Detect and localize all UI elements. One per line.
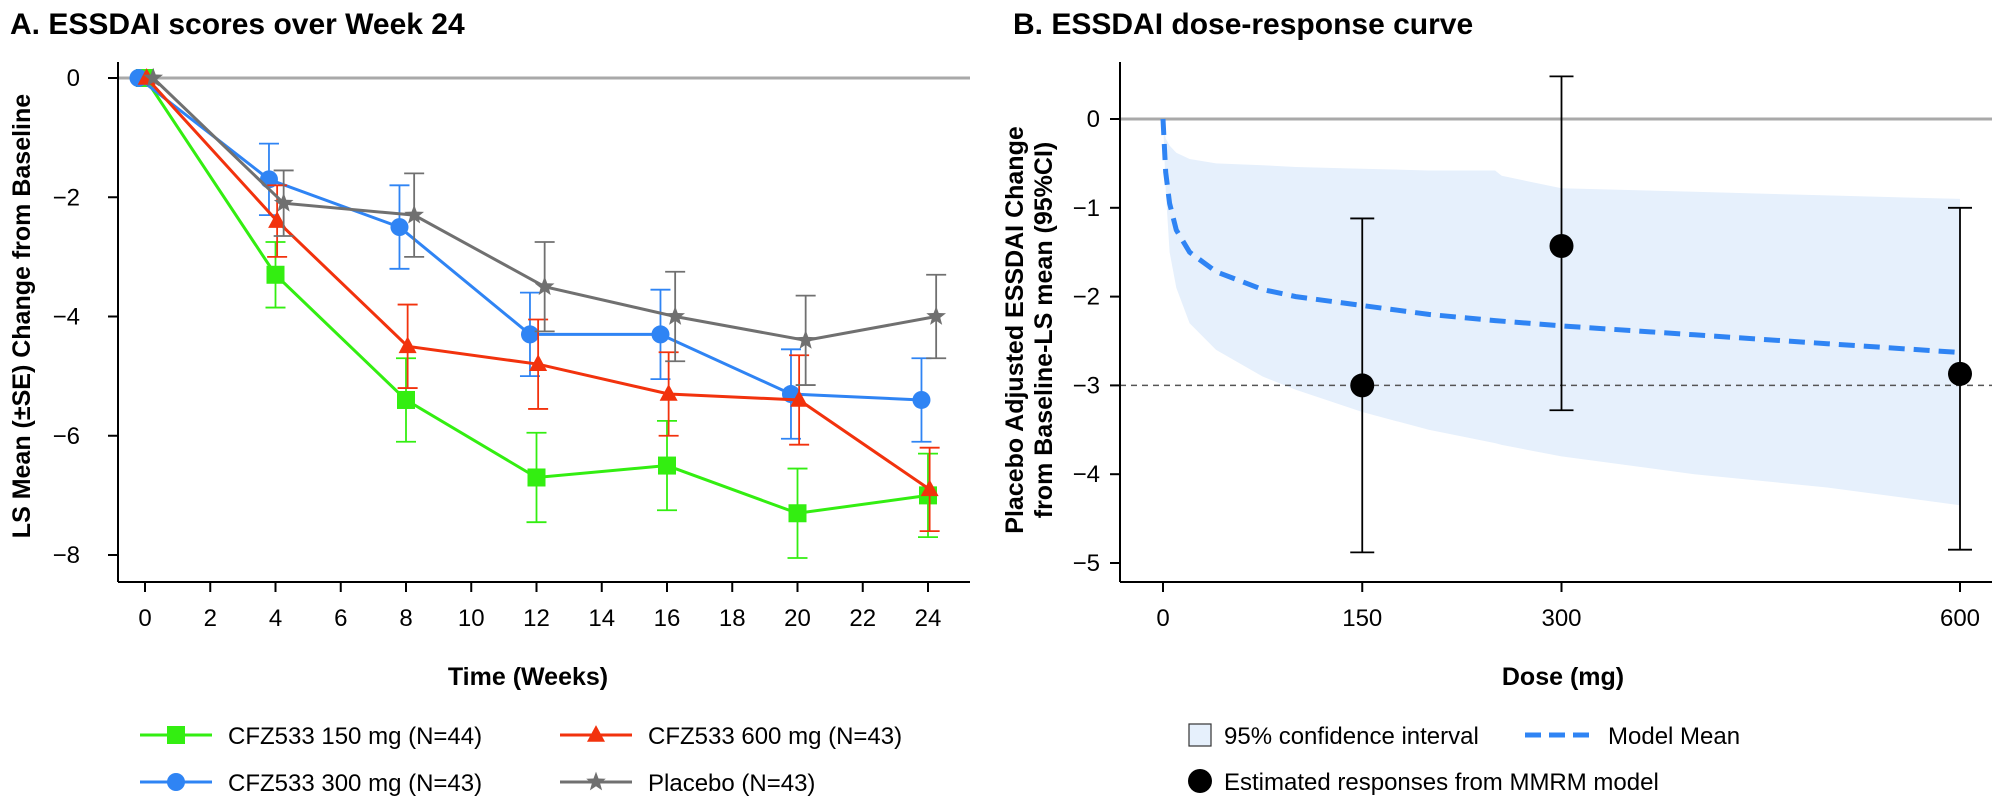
legend-marker-star bbox=[586, 771, 606, 791]
chart-b-x-tick-label: 600 bbox=[1940, 605, 1980, 632]
chart-b-y-tick-label: 0 bbox=[1087, 106, 1100, 133]
chart-a-title: A. ESSDAI scores over Week 24 bbox=[10, 8, 465, 41]
data-point-circle bbox=[520, 325, 539, 344]
chart-a-legend: CFZ533 150 mg (N=44) CFZ533 600 mg (N=43)… bbox=[140, 723, 902, 797]
legend-marker-square bbox=[167, 726, 185, 744]
legend-marker-triangle bbox=[587, 725, 605, 742]
data-point-square bbox=[788, 504, 807, 523]
chart-b-plot-area: 0 −1 −2 −3 −4 −5 0 150 300 600 bbox=[1073, 62, 1992, 632]
chart-a-y-tick-label: −2 bbox=[53, 184, 80, 211]
estimated-response-point bbox=[1948, 361, 1972, 386]
panel-a: A. ESSDAI scores over Week 24 0 −2 −4 −6 −8 0… bbox=[8, 8, 970, 797]
chart-a-x-tick-label: 14 bbox=[588, 605, 615, 632]
chart-b-y-axis-label-line2: from Baseline-LS mean (95%CI) bbox=[1030, 142, 1058, 519]
model-mean-curve bbox=[1160, 118, 1961, 355]
chart-a-y-axis-label: LS Mean (±SE) Change from Baseline bbox=[8, 94, 36, 538]
legend-label: Estimated responses from MMRM model bbox=[1224, 769, 1659, 796]
data-point-square bbox=[527, 468, 546, 487]
chart-a-x-tick-label: 16 bbox=[654, 605, 681, 632]
chart-a-x-tick-label: 22 bbox=[849, 605, 876, 632]
chart-a-y-tick-label: −4 bbox=[53, 304, 80, 331]
chart-b-y-axis-label-line1: Placebo Adjusted ESSDAI Change bbox=[1001, 126, 1029, 534]
chart-a-x-tick-label: 24 bbox=[915, 605, 942, 632]
panel-b: B. ESSDAI dose-response curve 0 −1 −2 −3 −4 −… bbox=[1001, 8, 1992, 796]
data-point-triangle bbox=[529, 354, 548, 371]
chart-b-y-tick-label: −1 bbox=[1073, 195, 1100, 222]
legend-label: CFZ533 600 mg (N=43) bbox=[648, 723, 902, 750]
data-point-circle bbox=[912, 390, 931, 409]
chart-a-y-tick-label: 0 bbox=[67, 65, 80, 92]
chart-a-y-tick-label: −8 bbox=[53, 542, 80, 569]
data-point-triangle bbox=[790, 390, 809, 407]
legend-label: Placebo (N=43) bbox=[648, 770, 815, 797]
data-point-circle bbox=[390, 218, 409, 237]
legend-label: Model Mean bbox=[1608, 723, 1740, 750]
chart-a-x-tick-label: 0 bbox=[138, 605, 151, 632]
chart-b-x-axis-label: Dose (mg) bbox=[1502, 663, 1624, 691]
data-point-square bbox=[397, 390, 415, 409]
chart-a-x-tick-label: 6 bbox=[334, 605, 347, 632]
data-point-star bbox=[273, 192, 294, 212]
legend-ci-swatch bbox=[1188, 723, 1212, 747]
legend-label: CFZ533 300 mg (N=43) bbox=[228, 770, 482, 797]
chart-b-title: B. ESSDAI dose-response curve bbox=[1013, 8, 1473, 41]
chart-b-y-tick-label: −2 bbox=[1073, 284, 1100, 311]
legend-label: CFZ533 150 mg (N=44) bbox=[228, 723, 482, 750]
legend-label: 95% confidence interval bbox=[1224, 723, 1479, 750]
chart-b-y-tick-label: −5 bbox=[1073, 550, 1100, 577]
data-point-star bbox=[795, 330, 816, 349]
chart-b-x-tick-label: 150 bbox=[1342, 605, 1382, 632]
chart-b-y-tick-label: −4 bbox=[1073, 461, 1100, 488]
chart-a-x-tick-label: 8 bbox=[399, 605, 412, 632]
data-point-triangle bbox=[920, 479, 939, 497]
chart-a-x-tick-label: 4 bbox=[269, 605, 282, 632]
data-point-triangle bbox=[659, 384, 678, 401]
data-point-square bbox=[658, 456, 676, 475]
estimated-response-point bbox=[1350, 373, 1375, 398]
data-point-square bbox=[266, 265, 285, 284]
data-point-star bbox=[665, 306, 685, 325]
chart-a-plot-area: 0−2−4−6−80 2 4 6 8 10 12 14 16 18 20 22 24 bbox=[53, 62, 970, 632]
estimated-response-point bbox=[1549, 233, 1574, 258]
data-point-triangle bbox=[268, 211, 287, 228]
chart-a-x-tick-label: 20 bbox=[784, 605, 811, 632]
chart-a-x-tick-label: 18 bbox=[719, 605, 746, 632]
legend-marker-circle bbox=[167, 773, 185, 791]
chart-b-x-tick-label: 0 bbox=[1156, 605, 1169, 632]
data-point-star bbox=[534, 276, 555, 296]
data-point-circle bbox=[651, 325, 670, 344]
chart-a-x-tick-label: 2 bbox=[204, 605, 217, 632]
chart-a-x-axis-label: Time (Weeks) bbox=[448, 663, 608, 691]
chart-b-x-tick-label: 300 bbox=[1541, 605, 1581, 632]
chart-b-legend: 95% confidence interval Model Mean Estimat… bbox=[1188, 723, 1740, 796]
data-point-triangle bbox=[398, 336, 417, 354]
chart-a-y-tick-label: −6 bbox=[53, 423, 80, 450]
chart-b-y-tick-label: −3 bbox=[1073, 372, 1100, 399]
data-point-star bbox=[404, 204, 424, 224]
data-point-star bbox=[143, 67, 163, 87]
data-point-star bbox=[926, 306, 946, 325]
chart-a-x-tick-label: 10 bbox=[458, 605, 485, 632]
chart-a-x-tick-label: 12 bbox=[523, 605, 550, 632]
legend-estimate-marker bbox=[1188, 769, 1212, 793]
